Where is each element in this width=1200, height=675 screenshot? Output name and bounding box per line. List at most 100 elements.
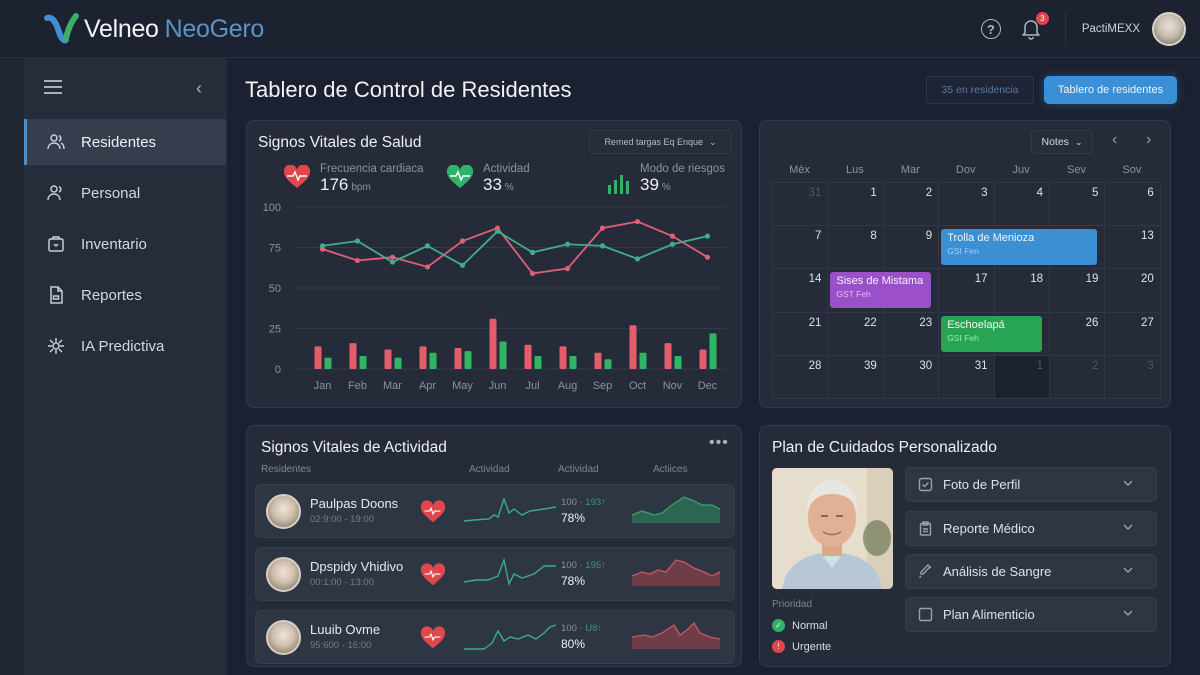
calendar-day[interactable]: 7: [772, 225, 829, 270]
priority-normal[interactable]: ✓ Normal: [772, 619, 827, 632]
event-subtitle: GSI Feh: [947, 332, 979, 343]
bar-riesgo-a: [699, 349, 707, 369]
calendar-day[interactable]: 3: [938, 182, 995, 227]
calendar-day[interactable]: 1: [993, 354, 1050, 399]
syringe-icon: [919, 564, 932, 578]
section-plan-alimenticio[interactable]: Plan Alimenticio: [905, 597, 1157, 632]
resident-row[interactable]: Paulpas Doons 02:9:00 - 19:00 100 · 193↑ 78…: [255, 484, 735, 538]
priority-urgent[interactable]: ! Urgente: [772, 640, 831, 653]
calendar-day[interactable]: 5: [1049, 182, 1106, 227]
calendar-day[interactable]: 9: [882, 225, 940, 270]
column-header: Residentes: [261, 464, 312, 475]
stat-value: 39: [640, 175, 659, 194]
calendar-day[interactable]: 17: [938, 268, 995, 313]
calendar-day[interactable]: 23: [882, 311, 940, 356]
calendar-day[interactable]: 2: [882, 182, 940, 227]
calendar-day[interactable]: 31: [772, 182, 829, 227]
calendar-day[interactable]: 20: [1104, 268, 1161, 313]
chevron-down-icon: [1123, 524, 1133, 530]
calendar-day[interactable]: 3: [1104, 354, 1161, 399]
calendar-day[interactable]: 27: [1104, 311, 1161, 356]
calendar-day[interactable]: 19: [1049, 268, 1106, 313]
resident-row[interactable]: Luuib Ovme 95:600 - 16:00 100 · U8↑ 80%: [255, 610, 735, 664]
more-options-icon[interactable]: •••: [709, 434, 729, 451]
bar-riesgo-b: [639, 352, 647, 369]
calendar-event[interactable]: Trolla de Menioza GSI Fen: [941, 229, 1098, 266]
calendar-day[interactable]: 28: [772, 354, 829, 399]
sidebar-item-reportes[interactable]: Reportes: [24, 272, 226, 318]
notifications-button[interactable]: 3: [1021, 12, 1049, 40]
calendar-day[interactable]: 4: [993, 182, 1050, 227]
stat-unit: bpm: [351, 182, 371, 193]
resident-schedule: 95:600 - 16:00: [310, 640, 372, 651]
activity-sparkline: [464, 558, 556, 587]
calendar-event[interactable]: Eschoelapá GSI Feh: [941, 315, 1042, 352]
calendar-day[interactable]: 6: [1104, 182, 1161, 227]
data-point: [564, 241, 571, 247]
help-icon[interactable]: ?: [980, 19, 1001, 39]
section-label: Reporte Médico: [943, 521, 1035, 536]
calendar-day[interactable]: 30: [882, 354, 940, 399]
sidebar: ‹ Residentes Personal Inventario Reporte…: [24, 58, 228, 675]
heart-rate-icon: [420, 563, 446, 586]
line-series-actividad: [322, 230, 708, 267]
bar-riesgo-a: [489, 318, 497, 369]
bar-riesgo-b: [324, 357, 332, 369]
bar-riesgo-b: [604, 359, 612, 369]
velneo-logo-icon: [44, 13, 79, 44]
app-logo[interactable]: Velneo NeoGero: [44, 12, 264, 46]
user-name[interactable]: PactiMEXX: [1081, 23, 1140, 35]
resident-name: Paulpas Doons: [310, 496, 399, 511]
calendar-view-value: Notes: [1041, 136, 1069, 148]
trend-area-chart: [632, 621, 721, 649]
resident-portrait-image: [772, 468, 893, 589]
inventory-box-icon: [48, 236, 64, 252]
calendar-day[interactable]: 31: [938, 354, 995, 399]
calendar-day[interactable]: 2: [1049, 354, 1106, 399]
stat-activity: Actividad 33%: [446, 163, 530, 195]
bar-riesgo-a: [559, 346, 567, 369]
data-point: [669, 233, 676, 239]
section-foto-perfil[interactable]: Foto de Perfil: [905, 467, 1157, 502]
range-base: 100 ·: [561, 560, 586, 571]
calendar-day[interactable]: 1: [827, 182, 884, 227]
data-point: [704, 254, 711, 260]
ai-brain-icon: [48, 338, 64, 354]
bar-riesgo-a: [419, 346, 427, 369]
notification-badge: 3: [1035, 12, 1049, 25]
sidebar-item-residentes[interactable]: Residentes: [24, 119, 226, 165]
y-tick-label: 0: [275, 364, 281, 376]
sidebar-item-personal[interactable]: Personal: [24, 170, 226, 216]
brand-secondary: NeoGero: [164, 14, 265, 43]
sidebar-item-ia-predictiva[interactable]: IA Predictiva: [24, 323, 226, 369]
range-trend: 193↑: [585, 497, 606, 508]
calendar-day[interactable]: 39: [827, 354, 884, 399]
sidebar-item-inventario[interactable]: Inventario: [24, 221, 226, 267]
user-avatar[interactable]: [1152, 12, 1186, 46]
calendar-day[interactable]: 8: [827, 225, 884, 270]
calendar-day[interactable]: 14: [772, 268, 829, 313]
collapse-chevron-icon[interactable]: ‹: [196, 78, 202, 98]
vitals-filter-select[interactable]: Remed targas Eq Enque ⌄: [589, 130, 732, 154]
residents-count-chip[interactable]: 35 en residencia: [926, 76, 1034, 104]
calendar-view-select[interactable]: Notes ⌄: [1031, 130, 1093, 154]
section-reporte-medico[interactable]: Reporte Médico: [905, 511, 1157, 546]
calendar-day[interactable]: 13: [1104, 225, 1161, 270]
menu-icon[interactable]: [44, 80, 62, 94]
x-tick-label: Mar: [383, 380, 402, 392]
calendar-day[interactable]: 22: [827, 311, 884, 356]
calendar-event[interactable]: Sises de Mistama GST Feh: [830, 272, 932, 309]
person-icon: [47, 185, 62, 201]
activity-sparkline: [464, 496, 556, 522]
calendar-day[interactable]: 18: [993, 268, 1050, 313]
resident-name: Dpspidy Vhidivo: [310, 559, 404, 574]
data-point: [599, 225, 606, 231]
resident-row[interactable]: Dpspidy Vhidivo 00:1:00 - 13:00 100 · 195↑…: [255, 547, 735, 601]
prev-month-button[interactable]: ‹: [1112, 131, 1118, 148]
section-analisis-sangre[interactable]: Análisis de Sangre: [905, 554, 1157, 589]
next-month-button[interactable]: ›: [1146, 131, 1152, 148]
calendar-day[interactable]: 21: [772, 311, 829, 356]
calendar-day[interactable]: 26: [1049, 311, 1106, 356]
residents-board-button[interactable]: Tablero de residentes: [1044, 76, 1177, 104]
weekday-label: Sov: [1122, 164, 1142, 176]
